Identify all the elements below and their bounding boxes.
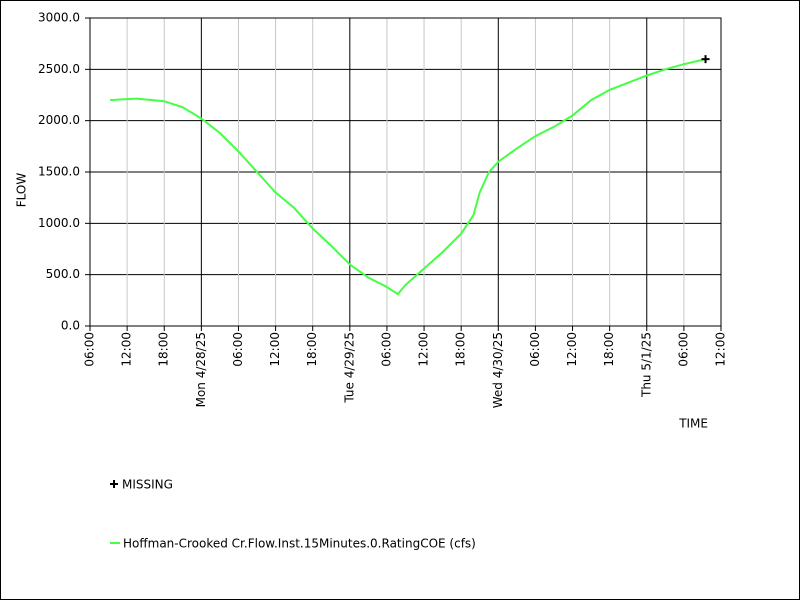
x-tick-label: 12:00 — [268, 332, 282, 367]
y-tick-label: 2500.0 — [38, 62, 80, 76]
y-tick-label: 0.0 — [61, 319, 80, 333]
x-tick-label: Wed 4/30/25 — [491, 332, 505, 408]
x-tick-label: 06:00 — [231, 332, 245, 367]
x-tick-label: Mon 4/28/25 — [194, 332, 208, 407]
x-tick-label: Tue 4/29/25 — [342, 332, 356, 404]
x-tick-label: 12:00 — [714, 332, 728, 367]
y-tick-label: 500.0 — [46, 267, 80, 281]
x-tick-label: 12:00 — [565, 332, 579, 367]
x-tick-label: 06:00 — [528, 332, 542, 367]
missing-marker — [701, 55, 710, 64]
y-tick-label: 3000.0 — [38, 11, 80, 25]
x-tick-label: 12:00 — [120, 332, 134, 367]
x-tick-label: 18:00 — [157, 332, 171, 367]
x-tick-label: 06:00 — [83, 332, 97, 367]
legend-marker — [110, 480, 118, 488]
x-tick-label: 06:00 — [379, 332, 393, 367]
y-tick-label: 1000.0 — [38, 216, 80, 230]
x-tick-label: Thu 5/1/25 — [639, 332, 653, 398]
x-tick-label: 18:00 — [602, 332, 616, 367]
y-axis-label: FLOW — [15, 173, 29, 208]
data-line — [110, 58, 706, 296]
x-tick-label: 06:00 — [676, 332, 690, 367]
y-tick-label: 2000.0 — [38, 113, 80, 127]
legend-label: Hoffman-Crooked Cr.Flow.Inst.15Minutes.0… — [123, 537, 476, 551]
x-tick-label: 18:00 — [454, 332, 468, 367]
x-tick-label: 18:00 — [305, 332, 319, 367]
legend-label: MISSING — [122, 478, 173, 492]
y-tick-label: 1500.0 — [38, 165, 80, 179]
x-tick-label: 12:00 — [417, 332, 431, 367]
x-axis-label: TIME — [678, 417, 708, 431]
